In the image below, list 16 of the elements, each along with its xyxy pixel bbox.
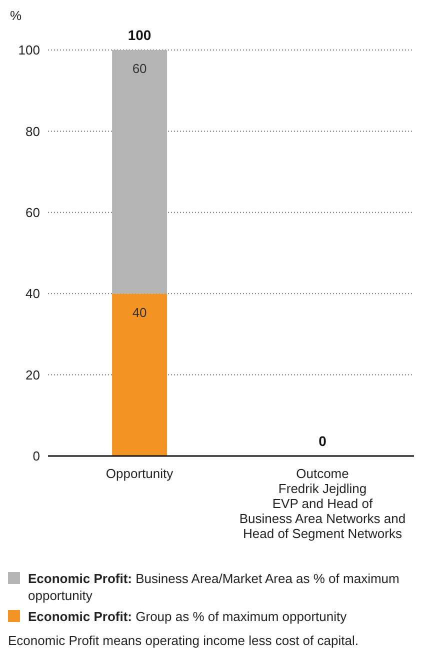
data-label: 60 [132, 61, 147, 76]
text: Economic Profit means operating income less cost of capital. [8, 633, 360, 648]
x-tick-label: Outcome Fredrik Jejdling EVP and Head of Business Area Networks and Head of Segment Networks [239, 466, 406, 541]
y-tick-label: 60 [26, 205, 40, 220]
legend-label: Economic Profit: Group as % of maximum opportunity [28, 608, 347, 625]
y-axis-title: % [9, 8, 23, 25]
y-tick-label: 80 [26, 124, 40, 139]
data-label: 40 [132, 304, 147, 320]
x-tick-label: Opportunity [106, 466, 174, 481]
y-tick-label: 0 [32, 448, 40, 464]
legend: Economic Profit: Business Area/Market Area as % of maximum opportunity Economic Profit: Group as % of maximum opportunity [8, 570, 444, 625]
y-tick-label: 20 [26, 367, 40, 382]
y-tick-label: 100 [18, 42, 40, 58]
y-tick-label: 40 [26, 286, 40, 302]
total-label: 100 [128, 27, 152, 43]
total-label: 0 [318, 433, 327, 449]
